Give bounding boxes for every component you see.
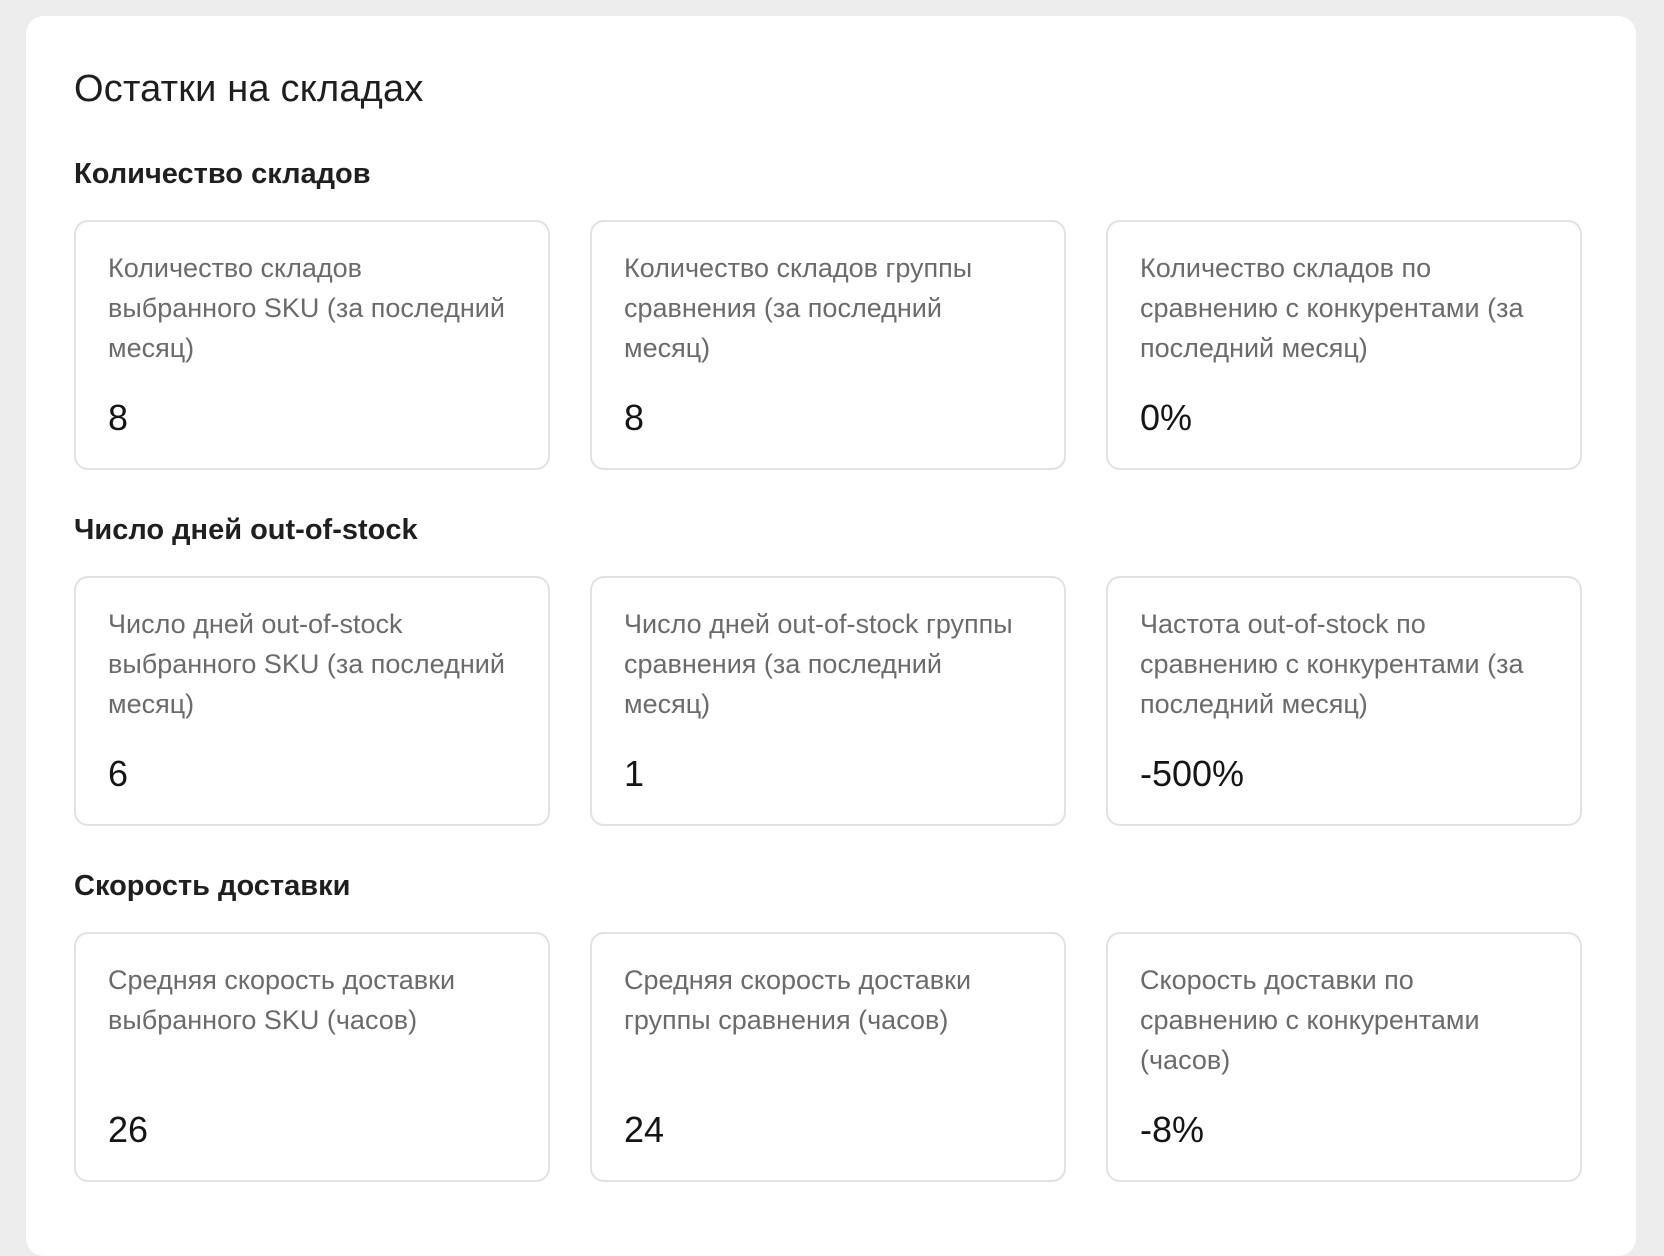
metric-label: Количество складов по сравнению с конкур… [1140,253,1524,363]
metric-value: 26 [108,1109,149,1150]
metric-value: -8% [1140,1109,1205,1150]
metric-label: Количество складов группы сравнения (за … [624,253,973,363]
section-title: Число дней out-of-stock [74,514,418,546]
metric-card-delivery-vs-competitors: Скорость доставки по сравнению с конкуре… [1106,932,1582,1182]
metric-label: Число дней out-of-stock выбранного SKU (… [108,609,505,719]
metric-card-warehouses-selected-sku: Количество складов выбранного SKU (за по… [74,220,550,470]
section-warehouse-count: Количество складов Количество складов вы… [74,156,1588,470]
metric-card-oos-selected-sku: Число дней out-of-stock выбранного SKU (… [74,576,550,826]
metric-value: 8 [108,397,129,438]
metric-label: Средняя скорость доставки выбранного SKU… [108,965,456,1035]
metric-value: 8 [624,397,645,438]
metric-label: Скорость доставки по сравнению с конкуре… [1140,965,1480,1075]
page-title: Остатки на складах [74,68,424,110]
section-delivery-speed: Скорость доставки Средняя скорость доста… [74,868,1588,1182]
metric-card-oos-comparison-group: Число дней out-of-stock группы сравнения… [590,576,1066,826]
metric-cards: Количество складов выбранного SKU (за по… [74,220,1588,470]
metric-value: -500% [1140,753,1245,794]
metric-label: Количество складов выбранного SKU (за по… [108,253,505,363]
metric-cards: Средняя скорость доставки выбранного SKU… [74,932,1588,1182]
metric-value: 24 [624,1109,665,1150]
metric-card-oos-vs-competitors: Частота out-of-stock по сравнению с конк… [1106,576,1582,826]
metric-value: 0% [1140,397,1193,438]
metric-card-warehouses-vs-competitors: Количество складов по сравнению с конкур… [1106,220,1582,470]
metric-card-warehouses-comparison-group: Количество складов группы сравнения (за … [590,220,1066,470]
section-out-of-stock-days: Число дней out-of-stock Число дней out-o… [74,512,1588,826]
metric-label: Частота out-of-stock по сравнению с конк… [1140,609,1524,719]
metric-cards: Число дней out-of-stock выбранного SKU (… [74,576,1588,826]
metric-value: 1 [624,753,645,794]
metric-card-delivery-comparison-group: Средняя скорость доставки группы сравнен… [590,932,1066,1182]
section-title: Скорость доставки [74,870,351,902]
metric-value: 6 [108,753,129,794]
metric-card-delivery-selected-sku: Средняя скорость доставки выбранного SKU… [74,932,550,1182]
metric-label: Число дней out-of-stock группы сравнения… [624,609,1013,719]
section-title: Количество складов [74,158,371,190]
warehouse-stock-panel: Остатки на складах Количество складов Ко… [26,16,1636,1256]
metric-label: Средняя скорость доставки группы сравнен… [624,965,972,1035]
